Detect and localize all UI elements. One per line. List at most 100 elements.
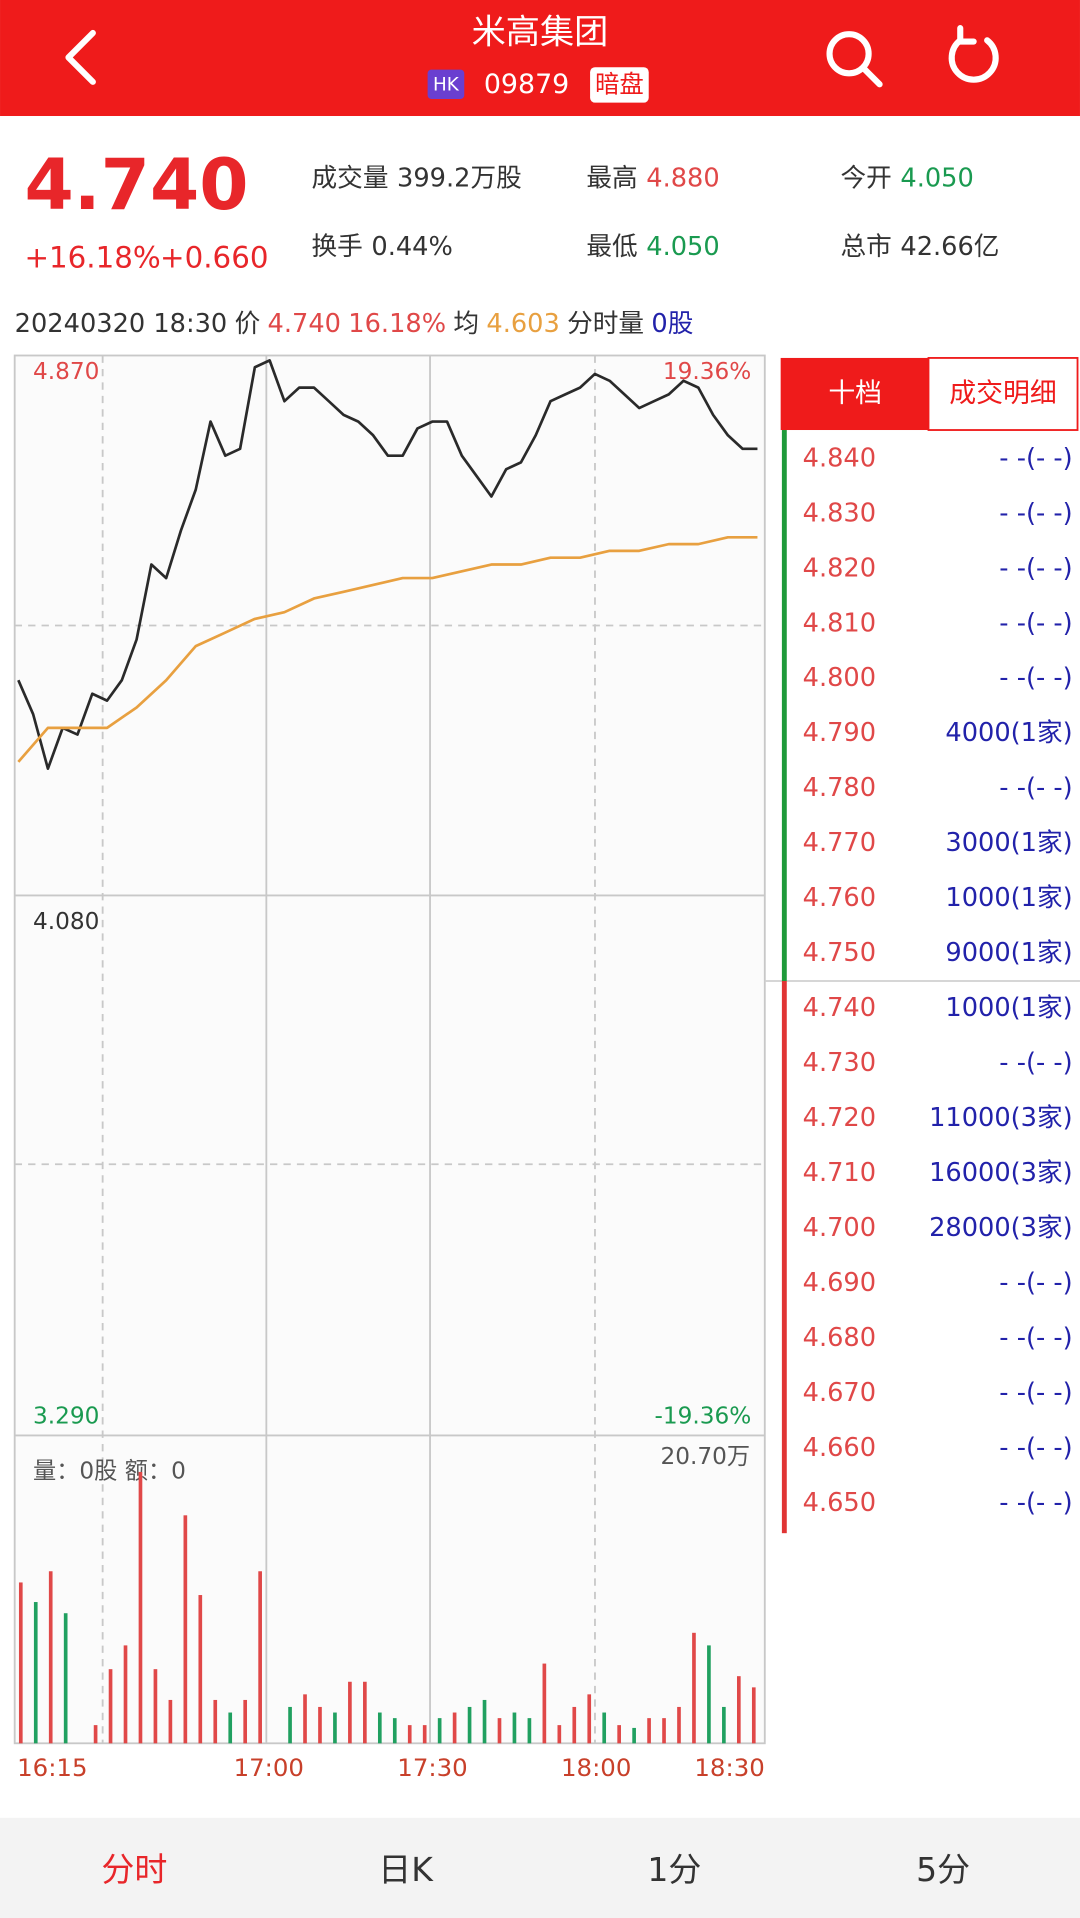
volume-bar <box>153 1669 158 1744</box>
y-tick-label: 4.870 <box>33 358 99 385</box>
book-price: 4.700 <box>803 1213 876 1243</box>
volume-label: 量：0股 额：0 <box>33 1458 186 1485</box>
tab[interactable] <box>927 357 1079 431</box>
book-price: 4.760 <box>803 883 876 913</box>
book-volume: 16000(3家) <box>929 1158 1073 1188</box>
volume-bar <box>392 1718 397 1744</box>
book-volume: 1000(1家) <box>945 883 1072 913</box>
x-tick-label: 18:30 <box>694 1753 764 1782</box>
book-price: 4.730 <box>803 1048 876 1078</box>
tab-active[interactable] <box>780 357 929 431</box>
volume-bar <box>168 1699 173 1744</box>
tag: 暗盘 <box>595 70 644 99</box>
book-price: 4.710 <box>803 1158 876 1188</box>
stat-label: 总市 <box>841 232 892 262</box>
x-tick-label: 16:15 <box>17 1753 87 1782</box>
volume-bar <box>377 1712 382 1744</box>
y-tick-label: 3.290 <box>33 1403 99 1430</box>
title: 米高集团 <box>472 13 609 53</box>
volume-bar <box>258 1571 262 1744</box>
info-datetime: 20240320 18:30 <box>15 309 228 339</box>
code: 09879 <box>484 69 569 100</box>
volume-bar <box>647 1718 651 1744</box>
price: 4.740 <box>24 143 248 226</box>
volume-bar <box>303 1694 307 1744</box>
info-avg: 4.603 <box>486 309 559 339</box>
volume-bar <box>228 1712 233 1744</box>
book-volume: - -(- -) <box>999 1378 1072 1408</box>
volume-bar <box>587 1694 592 1744</box>
nav-item[interactable]: 1分 <box>647 1850 701 1889</box>
price-line <box>17 359 758 771</box>
book-volume: - -(- -) <box>999 1433 1072 1463</box>
volume-bar <box>213 1699 218 1744</box>
volume-bar <box>617 1725 621 1744</box>
book-volume: 28000(3家) <box>929 1213 1073 1243</box>
volume-bar <box>33 1602 38 1744</box>
tag-badge <box>590 67 649 103</box>
volume-bar <box>497 1718 502 1744</box>
tab-label[interactable]: 十档 <box>828 378 882 409</box>
book-price: 4.810 <box>803 608 876 638</box>
nav-item[interactable]: 5分 <box>916 1850 970 1889</box>
volume-bar <box>63 1613 68 1744</box>
refresh-button[interactable] <box>948 25 999 83</box>
info-pct: 16.18% <box>348 309 446 339</box>
volume-bar <box>557 1725 562 1744</box>
stat-label: 成交量 <box>312 164 389 194</box>
volume-bar <box>751 1687 756 1744</box>
avg-line <box>17 535 758 763</box>
book-volume: - -(- -) <box>999 663 1072 693</box>
change: +0.660 <box>160 240 268 274</box>
book-volume: - -(- -) <box>999 498 1072 528</box>
volume-bar <box>437 1718 442 1744</box>
nav-item[interactable]: 分时 <box>101 1850 167 1889</box>
bottom-nav <box>0 1817 1080 1918</box>
stat-label: 最高 <box>586 164 637 194</box>
volume-bar <box>93 1725 98 1744</box>
book-price: 4.720 <box>803 1103 876 1133</box>
volume-bar <box>48 1571 53 1744</box>
volume-bar <box>482 1699 487 1744</box>
change-pct: +16.18% <box>24 240 160 274</box>
tab-label[interactable]: 成交明细 <box>949 378 1056 409</box>
volume-bar <box>183 1515 188 1744</box>
book-volume: 11000(3家) <box>929 1103 1073 1133</box>
volume-bar <box>138 1471 143 1744</box>
book-price: 4.780 <box>803 773 876 803</box>
book-volume: 3000(1家) <box>945 828 1072 858</box>
volume-bar <box>662 1718 666 1744</box>
book-volume: - -(- -) <box>999 608 1072 638</box>
book-price: 4.800 <box>803 663 876 693</box>
book-price: 4.790 <box>803 718 876 748</box>
book-volume: 1000(1家) <box>945 993 1072 1023</box>
pct-label-top: 19.36% <box>663 358 751 385</box>
volume-bar <box>527 1718 532 1744</box>
book-price: 4.690 <box>803 1268 876 1298</box>
search-button[interactable] <box>826 31 883 88</box>
header-bar <box>0 0 1080 117</box>
stat-value: 399.2万股 <box>397 164 522 194</box>
book-price: 4.750 <box>803 938 876 968</box>
bid-border <box>781 980 787 1534</box>
book-price: 4.650 <box>803 1488 876 1518</box>
volume-bar <box>467 1706 472 1744</box>
volume-bar <box>18 1582 23 1744</box>
market: HK <box>433 75 460 96</box>
volume-bar <box>318 1706 322 1744</box>
book-price: 4.770 <box>803 828 876 858</box>
book-price: 4.680 <box>803 1323 876 1353</box>
nav-item[interactable]: 日K <box>378 1850 434 1889</box>
volume-bar <box>198 1595 203 1744</box>
back-button[interactable] <box>65 29 96 85</box>
volume-bar <box>333 1712 337 1744</box>
volume-bar <box>707 1645 711 1744</box>
chart-grid <box>14 355 765 1744</box>
book-volume: - -(- -) <box>999 1048 1072 1078</box>
stat-value: 4.050 <box>646 232 719 262</box>
x-tick-label: 17:30 <box>397 1753 467 1782</box>
volume-bar <box>452 1712 457 1744</box>
volume-bar <box>736 1676 741 1744</box>
volume-bar <box>692 1632 696 1744</box>
